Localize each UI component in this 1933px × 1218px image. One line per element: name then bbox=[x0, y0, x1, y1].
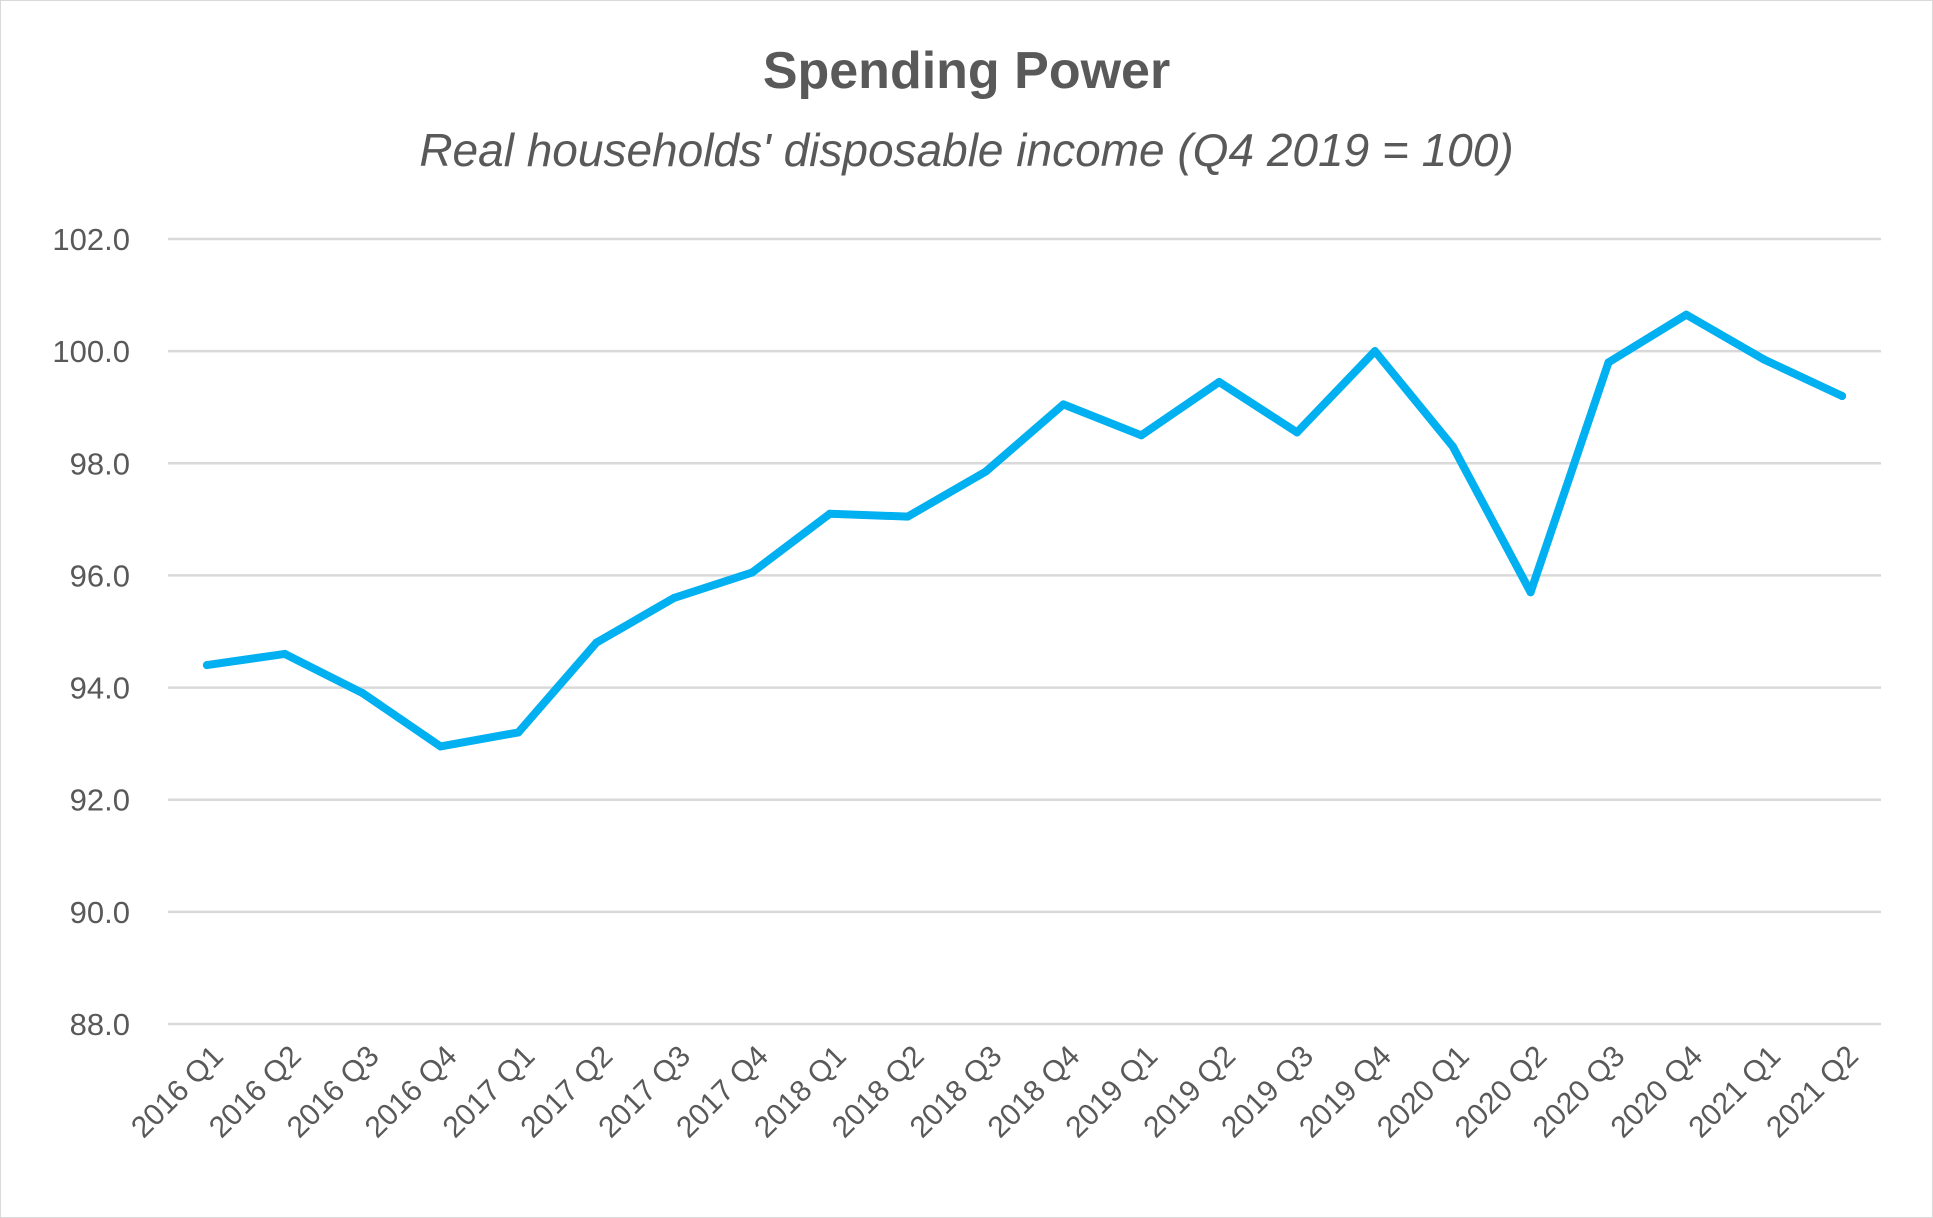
data-point bbox=[202, 661, 211, 670]
data-point bbox=[1059, 400, 1068, 409]
y-tick-label: 94.0 bbox=[70, 671, 130, 706]
data-point bbox=[1137, 431, 1146, 440]
data-point bbox=[1760, 355, 1769, 364]
y-tick-label: 96.0 bbox=[70, 558, 130, 593]
data-point bbox=[981, 467, 990, 476]
chart-subtitle: Real households' disposable income (Q4 2… bbox=[419, 124, 1514, 176]
chart-title: Spending Power bbox=[762, 42, 1171, 100]
data-point bbox=[280, 649, 289, 658]
data-point bbox=[670, 593, 679, 602]
data-point bbox=[1370, 347, 1379, 356]
data-point bbox=[592, 638, 601, 647]
data-point bbox=[747, 568, 756, 577]
data-point bbox=[1526, 588, 1535, 597]
data-point bbox=[903, 512, 912, 521]
y-tick-label: 88.0 bbox=[70, 1007, 130, 1042]
data-point bbox=[1682, 310, 1691, 319]
y-tick-label: 92.0 bbox=[70, 783, 130, 818]
data-point bbox=[1293, 428, 1302, 437]
data-point bbox=[1838, 392, 1847, 400]
data-point bbox=[825, 509, 834, 518]
y-tick-label: 90.0 bbox=[70, 895, 130, 930]
y-tick-label: 98.0 bbox=[70, 446, 130, 481]
data-point bbox=[514, 728, 523, 737]
data-point bbox=[358, 689, 367, 698]
y-tick-label: 102.0 bbox=[52, 222, 130, 257]
data-point bbox=[1448, 442, 1457, 451]
data-point bbox=[436, 742, 445, 751]
data-point bbox=[1215, 377, 1224, 386]
data-point bbox=[1604, 358, 1613, 367]
series-line bbox=[202, 310, 1847, 751]
y-tick-label: 100.0 bbox=[52, 334, 130, 369]
